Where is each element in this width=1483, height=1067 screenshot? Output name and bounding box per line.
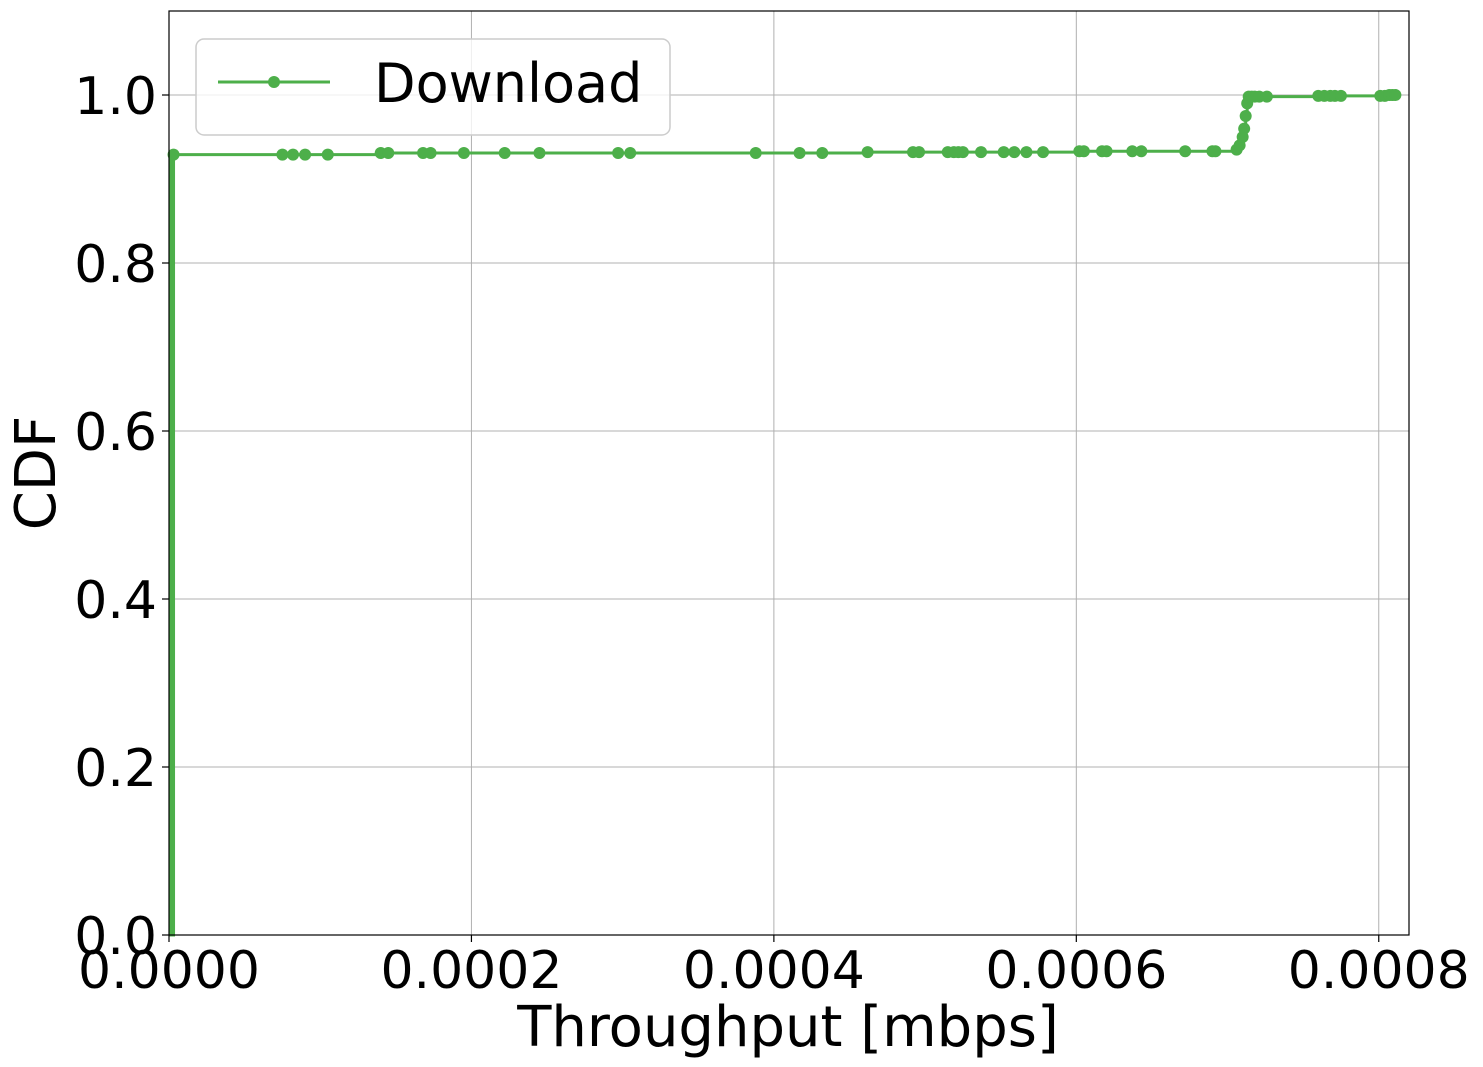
plot-frame [168, 10, 1410, 936]
data-point [913, 146, 926, 159]
x-axis-label: Throughput [mbps] [516, 995, 1059, 1060]
data-point [975, 146, 988, 159]
data-point [167, 148, 180, 161]
data-point [533, 146, 546, 159]
data-point [793, 146, 806, 159]
legend-series-name: Download [374, 52, 642, 115]
y-tick-label: 0.4 [74, 571, 157, 631]
data-point [1135, 145, 1148, 158]
y-axis-label: CDF [4, 416, 69, 530]
y-tick-label: 0.2 [74, 739, 157, 799]
x-axis-ticks: 0.0000 0.0002 0.0004 0.0006 0.0008 [78, 935, 1470, 1001]
data-point [1008, 146, 1021, 159]
y-tick-label: 1.0 [74, 67, 157, 127]
data-point [382, 146, 395, 159]
x-tick-label: 0.0008 [1288, 941, 1470, 1001]
data-point [1239, 110, 1252, 122]
data-point [1020, 146, 1033, 159]
data-point [1100, 145, 1113, 158]
y-tick-label: 0.0 [74, 907, 157, 967]
x-tick-label: 0.0004 [683, 941, 865, 1001]
data-point [1260, 90, 1273, 103]
data-point [457, 146, 470, 159]
x-tick-label: 0.0006 [985, 941, 1167, 1001]
data-point [749, 146, 762, 159]
data-point [624, 146, 637, 159]
data-point [287, 148, 299, 161]
data-point [861, 146, 874, 159]
legend-series-marker [268, 76, 280, 88]
y-tick-label: 0.8 [74, 235, 157, 295]
data-point [956, 146, 969, 159]
data-point [321, 148, 334, 161]
x-tick-label: 0.0002 [380, 941, 562, 1001]
data-point [1077, 145, 1090, 158]
plot-area [167, 89, 1402, 937]
data-point [1334, 89, 1347, 102]
x-tick-label: 0.0000 [78, 941, 260, 1001]
data-point [299, 148, 312, 161]
data-point [997, 146, 1010, 159]
data-point [498, 146, 511, 159]
data-point [1179, 145, 1192, 158]
data-point [1209, 145, 1222, 158]
data-point [1037, 146, 1050, 159]
data-point [1126, 145, 1139, 158]
data-point [1389, 89, 1402, 101]
data-point [1238, 122, 1251, 135]
data-point [612, 146, 625, 159]
data-point [816, 146, 829, 159]
y-tick-label: 0.6 [74, 403, 157, 463]
legend-box [195, 38, 671, 136]
y-axis-ticks: 0.0 0.2 0.4 0.6 0.8 1.0 [74, 67, 169, 967]
data-point [424, 146, 437, 159]
data-point [276, 148, 289, 161]
legend: Download [195, 38, 671, 136]
